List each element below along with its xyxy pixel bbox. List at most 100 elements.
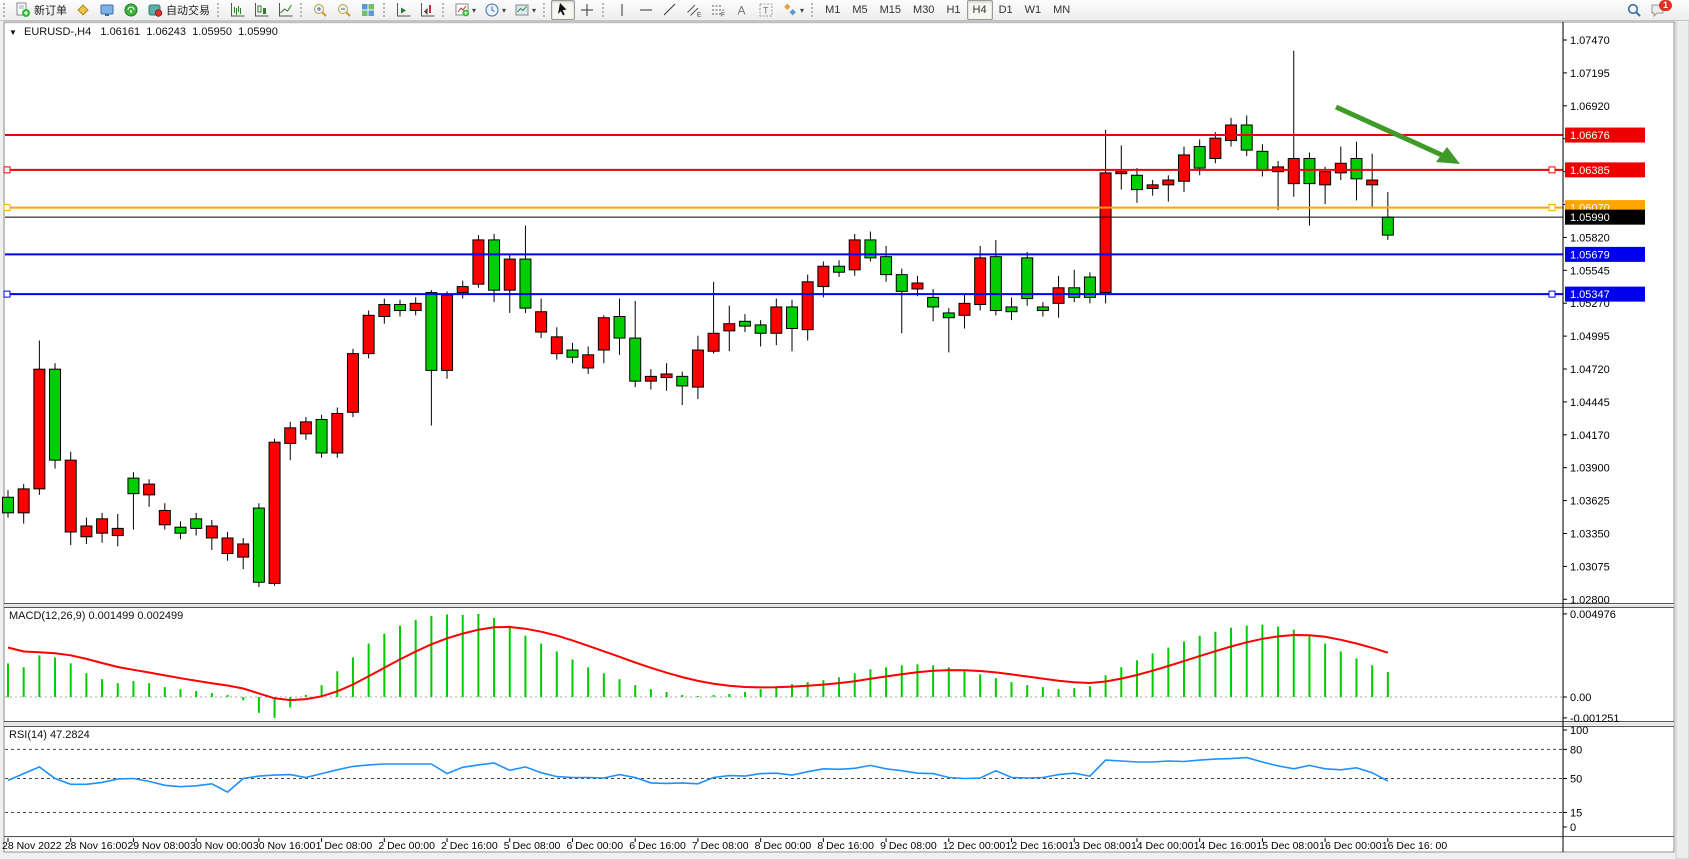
candlestick-button[interactable] <box>249 0 273 20</box>
line-handle[interactable] <box>1548 166 1556 174</box>
toolbar-grip[interactable] <box>3 3 7 17</box>
candle <box>1068 287 1081 298</box>
time-tick-label: 14 Dec 00:00 <box>1131 840 1194 852</box>
price-tick-label: 1.06920 <box>1570 101 1610 113</box>
macd-pane[interactable] <box>5 608 1563 721</box>
macd-axis-label: 0.004976 <box>1570 609 1616 621</box>
dropdown-caret-icon: ▾ <box>472 5 477 15</box>
price-tick-label: 1.04170 <box>1570 430 1610 442</box>
line-handle[interactable] <box>3 290 11 298</box>
templates-button[interactable]: ▾ <box>510 0 540 20</box>
timeframe-m30-button[interactable]: M30 <box>913 4 935 16</box>
trend-arrow-head[interactable] <box>1436 147 1460 164</box>
trendline-button[interactable] <box>658 0 682 20</box>
timeframe-m1-button[interactable]: M1 <box>825 4 841 16</box>
toolbar-grip[interactable] <box>383 3 387 17</box>
toolbar-grip[interactable] <box>602 3 606 17</box>
notifications-button[interactable]: 1 <box>1646 0 1683 20</box>
vertical-line-button[interactable] <box>610 0 634 20</box>
candle <box>252 507 265 583</box>
price-axis-area <box>1564 22 1674 852</box>
tile-windows-icon <box>362 4 374 16</box>
bar-chart-button[interactable] <box>225 0 249 20</box>
candle <box>127 477 140 495</box>
toolbar-grip[interactable] <box>442 3 446 17</box>
toolbar-grip[interactable] <box>217 3 221 17</box>
time-tick-label: 6 Dec 00:00 <box>566 840 623 852</box>
search-button[interactable] <box>1622 0 1646 20</box>
fibonacci-button[interactable]: F <box>706 0 730 20</box>
main-pane[interactable] <box>5 24 1563 603</box>
tile-windows-button[interactable] <box>356 0 380 20</box>
signals-button[interactable] <box>119 0 143 20</box>
symbol-dropdown-icon[interactable]: ▼ <box>9 28 17 37</box>
line-chart-button[interactable] <box>273 0 297 20</box>
timeframe-m15-button[interactable]: M15 <box>879 4 902 16</box>
toolbar-grip[interactable] <box>300 3 304 17</box>
candle <box>550 336 563 355</box>
time-tick-label: 2 Dec 16:00 <box>441 840 498 852</box>
line-handle[interactable] <box>3 166 11 174</box>
rsi-axis-label: 15 <box>1570 807 1582 819</box>
autotrading-button[interactable]: 自动交易 <box>143 0 214 20</box>
pane-splitter[interactable] <box>4 722 1674 726</box>
dropdown-caret-icon: ▾ <box>800 5 805 15</box>
auto-scroll-icon <box>397 3 411 17</box>
time-tick-label: 8 Dec 00:00 <box>755 840 812 852</box>
line-handle[interactable] <box>3 204 11 212</box>
price-level-badge-label: 1.05679 <box>1570 249 1610 261</box>
text-label-button[interactable]: T <box>754 0 778 20</box>
candle <box>111 527 124 537</box>
zoom-in-button[interactable] <box>308 0 332 20</box>
candle <box>738 320 751 327</box>
timeframe-h4-button[interactable]: H4 <box>966 0 993 20</box>
rsi-pane[interactable] <box>5 727 1563 836</box>
horizontal-line-button[interactable] <box>634 0 658 20</box>
candle <box>958 302 971 316</box>
candle <box>676 375 689 387</box>
price-tick-label: 1.05545 <box>1570 265 1610 277</box>
zoom-out-button[interactable] <box>332 0 356 20</box>
chart-shift-button[interactable] <box>415 0 439 20</box>
cursor-button[interactable] <box>551 0 576 20</box>
new-order-button[interactable]: 新订单 <box>11 0 71 20</box>
time-tick-label: 7 Dec 08:00 <box>692 840 749 852</box>
crosshair-button[interactable] <box>575 0 599 20</box>
pane-splitter[interactable] <box>4 604 1674 608</box>
arrows-button[interactable]: ▾ <box>778 0 808 20</box>
price-level-badge-label: 1.05990 <box>1570 212 1610 224</box>
indicators-icon <box>455 3 470 17</box>
trend-arrow[interactable] <box>1334 104 1446 159</box>
candle <box>237 543 250 558</box>
dropdown-caret-icon: ▾ <box>502 5 507 15</box>
new-chart-button[interactable] <box>71 0 95 20</box>
timeframe-mn-button[interactable]: MN <box>1053 4 1071 16</box>
auto-scroll-button[interactable] <box>391 0 415 20</box>
candle <box>394 304 406 312</box>
text-button[interactable]: A <box>730 0 754 20</box>
indicators-button[interactable]: ▾ <box>450 0 480 20</box>
macd-signal-line <box>7 625 1389 702</box>
profiles-button[interactable] <box>95 0 119 20</box>
periods-icon <box>485 3 499 17</box>
candle <box>158 509 171 526</box>
line-handle[interactable] <box>1548 204 1556 212</box>
timeframe-h1-button[interactable]: H1 <box>946 4 961 16</box>
time-tick-label: 9 Dec 08:00 <box>880 840 937 852</box>
toolbar-grip[interactable] <box>543 3 547 17</box>
timeframe-w1-button[interactable]: W1 <box>1024 4 1042 16</box>
line-handle[interactable] <box>1548 290 1556 298</box>
candle <box>1115 171 1128 175</box>
price-tick-label: 1.03900 <box>1570 463 1610 475</box>
timeframe-d1-button[interactable]: D1 <box>998 4 1013 16</box>
equidistant-channel-button[interactable]: E <box>682 0 706 20</box>
toolbar-grip[interactable] <box>811 3 815 17</box>
candle <box>221 537 234 555</box>
periods-button[interactable]: ▾ <box>480 0 510 20</box>
time-tick-label: 5 Dec 08:00 <box>504 840 561 852</box>
svg-text:A: A <box>738 4 746 18</box>
time-tick-label: 1 Dec 08:00 <box>316 840 373 852</box>
candle <box>346 353 359 413</box>
timeframe-m5-button[interactable]: M5 <box>852 4 868 16</box>
